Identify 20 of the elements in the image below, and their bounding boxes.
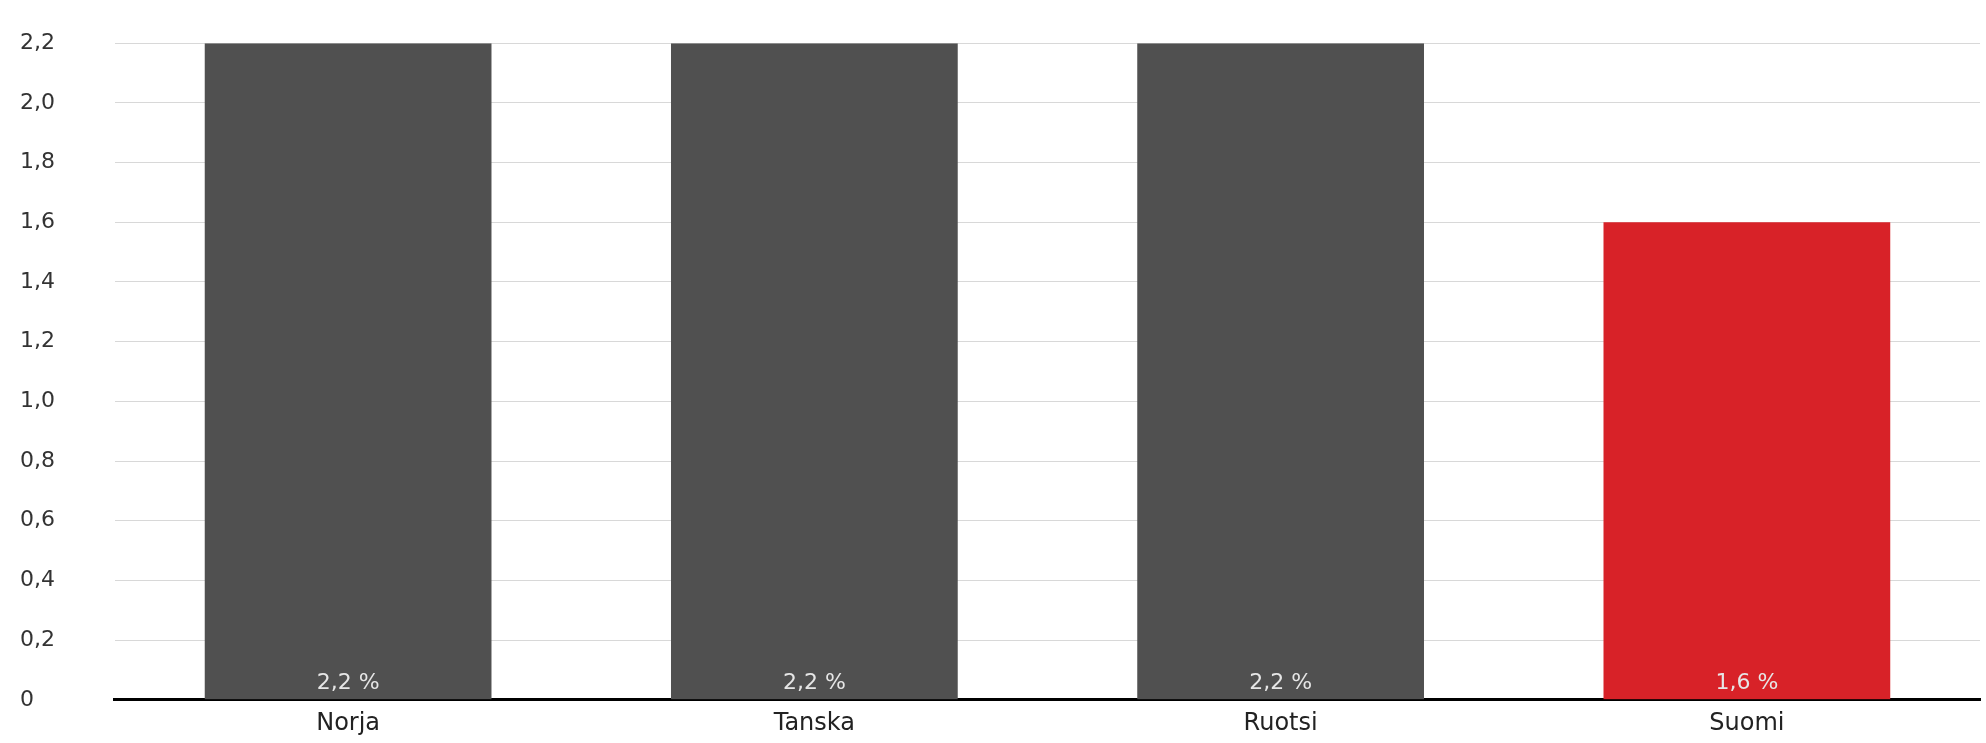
- x-tick-label: Suomi: [1709, 708, 1785, 737]
- data-label: 2,2 %: [782, 668, 846, 694]
- y-tick-label: 0: [20, 685, 34, 711]
- x-tick-label: Tanska: [772, 708, 856, 737]
- y-tick-label: 0,4: [20, 566, 55, 592]
- x-tick-label: Norja: [316, 708, 381, 737]
- data-label: 2,2 %: [1249, 668, 1313, 694]
- y-tick-label: 1,6: [20, 207, 55, 233]
- y-tick-label: 0,8: [20, 446, 55, 472]
- y-tick-label: 1,8: [20, 148, 55, 174]
- y-tick-label: 0,2: [20, 625, 55, 651]
- x-tick-label: Ruotsi: [1243, 708, 1318, 737]
- y-tick-label: 0,6: [20, 506, 55, 532]
- y-tick-label: 1,4: [20, 267, 55, 293]
- y-tick-label: 2,0: [20, 88, 55, 114]
- data-label: 1,6 %: [1715, 668, 1779, 694]
- data-label: 2,2 %: [316, 668, 380, 694]
- y-tick-label: 1,0: [20, 387, 55, 413]
- y-tick-label: 2,2: [20, 28, 55, 54]
- y-tick-label: 1,2: [20, 327, 55, 353]
